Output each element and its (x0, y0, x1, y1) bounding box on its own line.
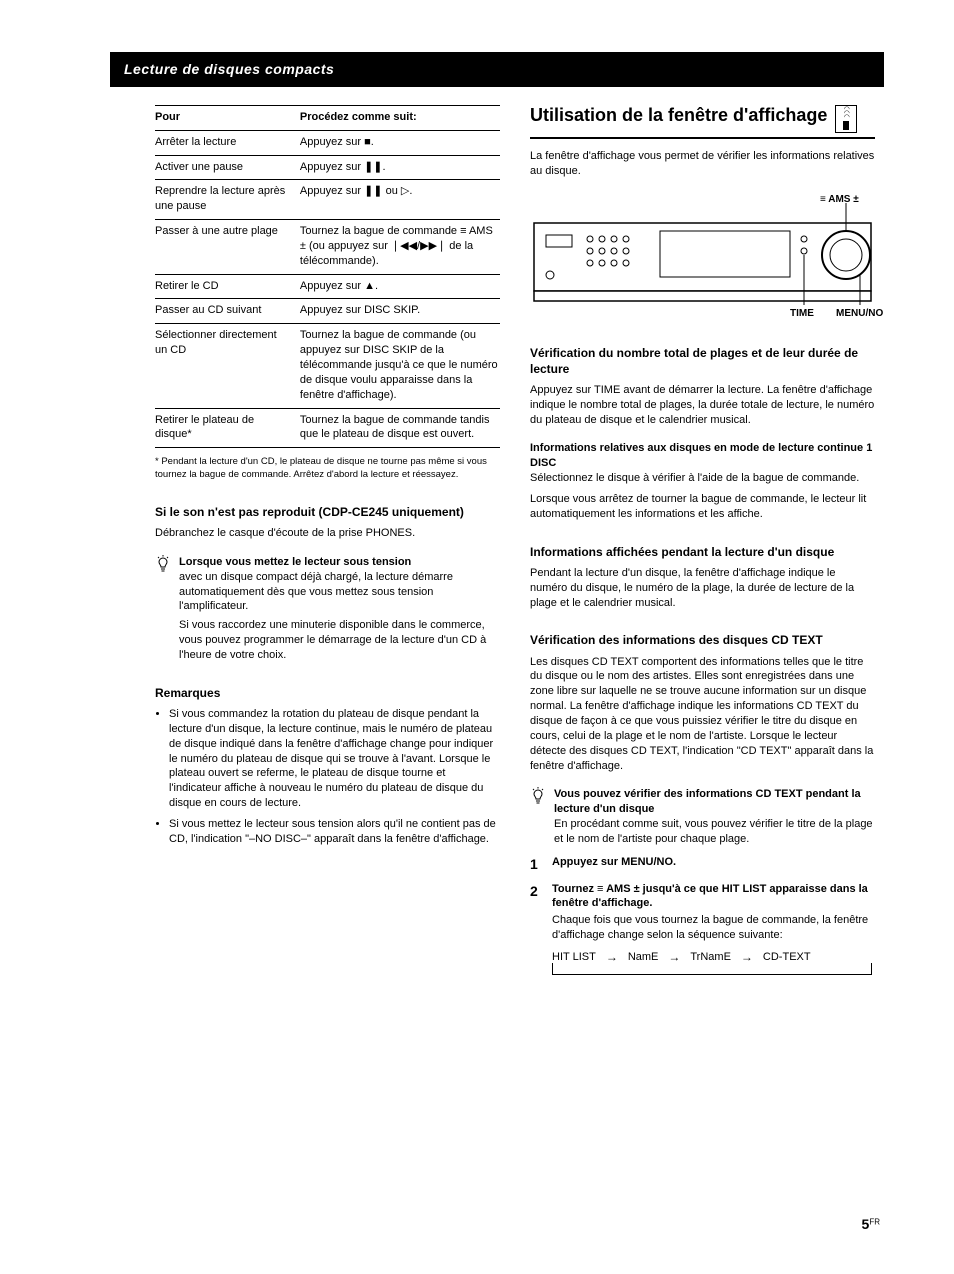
table-head-b: Procédez comme suit: (300, 105, 500, 130)
remote-icon: ◠◠◠ (835, 105, 857, 133)
header-bar: Lecture de disques compacts (110, 52, 884, 87)
table-row: Sélectionner directement un CDTournez la… (155, 324, 500, 408)
fig-label-time: TIME (790, 307, 814, 321)
table-row: Arrêter la lectureAppuyez sur ■. (155, 130, 500, 155)
sub2-body: Pendant la lecture d'un disque, la fenêt… (530, 566, 875, 611)
table-row: Passer à une autre plageTournez la bague… (155, 220, 500, 275)
step-item: Appuyez sur MENU/NO. (530, 855, 875, 870)
right-title: Utilisation de la fenêtre d'affichage (530, 105, 827, 126)
table-row: Retirer le plateau de disque*Tournez la … (155, 408, 500, 448)
sound-off-title: Si le son n'est pas reproduit (CDP-CE245… (155, 504, 500, 520)
right-intro: La fenêtre d'affichage vous permet de vé… (530, 149, 875, 179)
steps-list: Appuyez sur MENU/NO. Tournez ≡ AMS ± jus… (530, 855, 875, 975)
fig-label-ams: ≡ AMS ± (820, 193, 859, 207)
header-title: Lecture de disques compacts (124, 60, 870, 79)
tip-block: Lorsque vous mettez le lecteur sous tens… (155, 555, 500, 663)
device-figure: ≡ AMS ± TIME MENU/NO (530, 193, 875, 323)
sub2-title: Informations affichées pendant la lectur… (530, 544, 875, 560)
left-column: Pour Procédez comme suit: Arrêter la lec… (155, 105, 500, 987)
page-number: 5FR (862, 1215, 880, 1234)
tip-block-2: Vous pouvez vérifier des informations CD… (530, 787, 875, 846)
page-num-lang: FR (869, 1217, 880, 1226)
contnum-body2: Lorsque vous arrêtez de tourner la bague… (530, 492, 875, 522)
table-footnote: * Pendant la lecture d'un CD, le plateau… (155, 456, 500, 482)
step2-head: Tournez ≡ AMS ± jusqu'à ce que HIT LIST … (552, 882, 875, 912)
table-row: Passer au CD suivantAppuyez sur DISC SKI… (155, 299, 500, 324)
lightbulb-icon (530, 787, 546, 807)
right-column: Utilisation de la fenêtre d'affichage ◠◠… (530, 105, 875, 987)
tip2-body: En procédant comme suit, vous pouvez vér… (554, 817, 875, 847)
table-row: Activer une pauseAppuyez sur ❚❚. (155, 155, 500, 180)
step-item: Tournez ≡ AMS ± jusqu'à ce que HIT LIST … (530, 882, 875, 976)
table-row: Reprendre la lecture après une pauseAppu… (155, 180, 500, 220)
sub3-title: Vérification des informations des disque… (530, 632, 875, 648)
sub3-body: Les disques CD TEXT comportent des infor… (530, 655, 875, 774)
tip1-head: Lorsque vous mettez le lecteur sous tens… (179, 555, 500, 570)
tip2-head: Vous pouvez vérifier des informations CD… (554, 787, 875, 817)
fig-label-menu: MENU/NO (836, 307, 883, 321)
sub1-title: Vérification du nombre total de plages e… (530, 345, 875, 377)
table-head-a: Pour (155, 105, 300, 130)
tip1-body1: avec un disque compact déjà chargé, la l… (179, 570, 500, 615)
cycle-return-line (552, 963, 872, 975)
notes-title: Remarques (155, 685, 500, 701)
step2-body: Chaque fois que vous tournez la bague de… (552, 913, 875, 943)
table-row: Retirer le CDAppuyez sur ▲. (155, 274, 500, 299)
tip1-body2: Si vous raccordez une minuterie disponib… (179, 618, 500, 663)
contnum-body1: Sélectionnez le disque à vérifier à l'ai… (530, 471, 875, 486)
note-item: Si vous mettez le lecteur sous tension a… (169, 817, 500, 847)
contnum-title: Informations relatives aux disques en mo… (530, 441, 875, 471)
step1-head: Appuyez sur MENU/NO. (552, 855, 875, 870)
lightbulb-icon (155, 555, 171, 575)
note-item: Si vous commandez la rotation du plateau… (169, 707, 500, 811)
sound-off-body: Débranchez le casque d'écoute de la pris… (155, 526, 500, 541)
operations-table: Pour Procédez comme suit: Arrêter la lec… (155, 105, 500, 448)
sub1-body: Appuyez sur TIME avant de démarrer la le… (530, 383, 875, 428)
